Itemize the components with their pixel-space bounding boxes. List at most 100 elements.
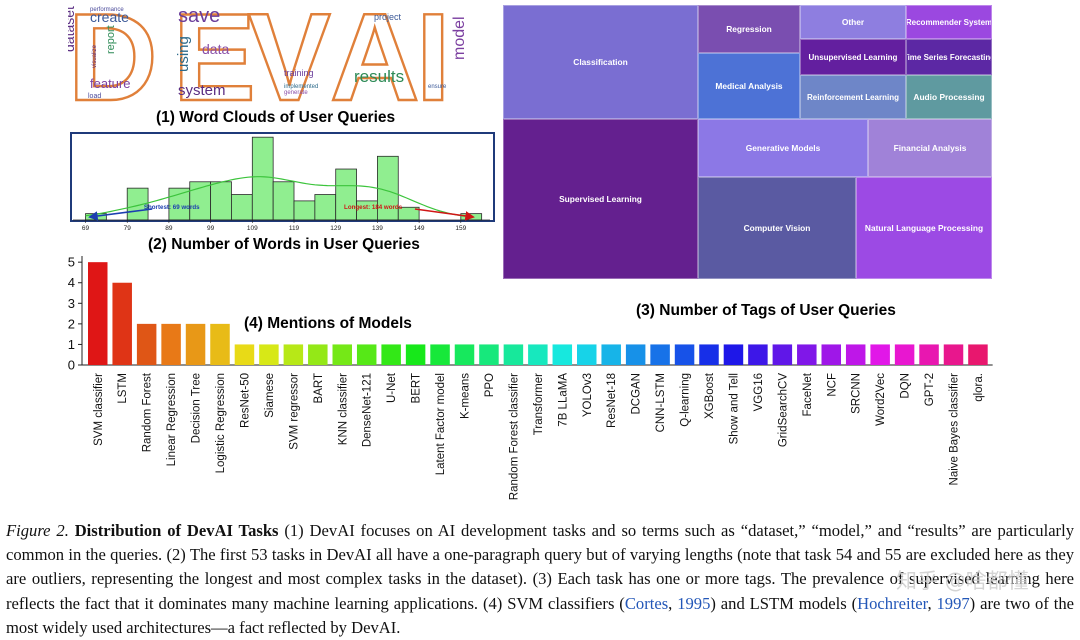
wordcloud-word-performance: performance <box>90 7 124 13</box>
model-tick-label: Logistic Regression <box>215 373 227 473</box>
model-bar-dcgan <box>625 344 646 365</box>
model-bar-naive-bayes-classifier <box>943 344 964 365</box>
wordcloud-word-results: results <box>354 67 404 86</box>
histogram-tick-label: 79 <box>124 225 132 232</box>
model-tick-label: DCGAN <box>631 373 643 415</box>
treemap-cell-financial-analysis: Financial Analysis <box>868 119 992 177</box>
model-tick-label: DQN <box>900 373 912 399</box>
histogram-bar <box>251 136 274 221</box>
model-tick-label: CNN-LSTM <box>655 373 667 432</box>
model-tick-label: GridSearchCV <box>777 373 789 447</box>
wordcloud-word-generate: generate <box>284 90 308 96</box>
model-bar-gridsearchcv <box>772 344 793 365</box>
histogram-tick-label: 89 <box>165 225 173 232</box>
citation-cortes-name[interactable]: Cortes <box>624 593 669 613</box>
panel4-title: (4) Mentions of Models <box>244 315 412 332</box>
caption-text-b: ) and LSTM models ( <box>710 593 858 613</box>
wordcloud-word-data: data <box>202 41 229 57</box>
treemap-cell-label: Unsupervised Learning <box>808 52 898 62</box>
panel2-title: (2) Number of Words in User Queries <box>148 236 420 253</box>
model-tick-label: DenseNet-121 <box>362 373 374 447</box>
model-bar-q-learning <box>674 344 695 365</box>
treemap-cell-recommender-system: Recommender System <box>906 5 992 39</box>
treemap-cell-label: Medical Analysis <box>715 81 783 91</box>
histogram-tick-label: 69 <box>82 225 90 232</box>
figure-caption: Figure 2. Distribution of DevAI Tasks (1… <box>6 521 1075 637</box>
model-tick-label: 7B LLaMA <box>557 373 569 427</box>
model-tick-label: Decision Tree <box>191 373 203 443</box>
treemap-cell-audio-processing: Audio Processing <box>906 75 992 119</box>
caption-text-c: ) are two of the most widely used archit… <box>6 593 1075 637</box>
histogram-tick-label: 119 <box>289 225 300 232</box>
model-tick-label: SRCNN <box>851 373 863 414</box>
treemap-cell-label: Classification <box>573 57 628 67</box>
model-bar-ncf <box>821 344 841 365</box>
model-tick-label: BART <box>313 373 325 403</box>
treemap-chart: Classification Regression Other Recommender… <box>503 5 992 279</box>
wordcloud-word-model: model <box>451 16 468 60</box>
model-bar-xgboost <box>699 344 719 365</box>
citation-hochreiter-year[interactable]: 1997 <box>936 593 970 613</box>
wordcloud-word-create: create <box>90 9 129 25</box>
histogram-bar <box>210 181 232 221</box>
model-tick-label: Q-learning <box>680 373 692 427</box>
histogram-bar <box>314 194 337 221</box>
wordcloud-word-project: project <box>374 12 402 22</box>
shortest-arrow <box>88 208 153 221</box>
treemap-cell-other: Other <box>800 5 906 39</box>
model-tick-label: Word2Vec <box>875 373 887 426</box>
treemap-cell-label: Recommender System <box>906 17 992 27</box>
histogram-bar <box>231 194 253 221</box>
model-tick-label: XGBoost <box>704 372 716 419</box>
wordcloud-letter: D <box>68 2 158 104</box>
histogram-tick-label: 159 <box>455 225 466 232</box>
histogram-kde-curve <box>85 176 474 218</box>
wordcloud-word-training: training <box>284 68 314 78</box>
caption-title: Distribution of DevAI Tasks <box>74 521 279 540</box>
model-mentions-chart: 0 1 2 3 4 5 SVM classifier LSTM Random Forest Lin… <box>68 255 993 500</box>
model-tick-label: BERT <box>411 373 423 403</box>
wordcloud-word-ensure: ensure <box>428 84 447 90</box>
models-y-tick-label: 1 <box>68 337 75 352</box>
models-y-tick-label: 4 <box>68 275 75 290</box>
wordcloud-letters: D EV AI <box>68 2 452 104</box>
histogram-bar <box>335 168 357 221</box>
treemap-cell-regression: Regression <box>698 5 800 53</box>
models-y-tick-label: 0 <box>68 358 75 373</box>
treemap-cell-label: Other <box>841 17 865 27</box>
treemap-cell-label: Regression <box>726 24 772 34</box>
treemap-cell-time-series-forecasting: Time Series Forecasting <box>906 39 992 75</box>
model-bar-vgg16 <box>748 344 768 365</box>
shortest-annotation: Shortest: 69 words <box>144 204 200 211</box>
wordcloud-word-system: system <box>178 82 226 99</box>
treemap-cell-label: Audio Processing <box>913 92 985 102</box>
wordcloud-word-using: using <box>175 36 192 72</box>
citation-cortes-year[interactable]: 1995 <box>677 593 711 613</box>
model-bar-latent-factor-model <box>430 344 450 365</box>
model-bar-bart <box>308 344 328 365</box>
model-bar-k-means <box>454 344 475 365</box>
model-tick-label: Naive Bayes classifier <box>949 373 961 486</box>
citation-hochreiter-name[interactable]: Hochreiter <box>857 593 928 613</box>
model-bar-ppo <box>479 344 499 365</box>
treemap-cell-computer-vision: Computer Vision <box>698 177 856 279</box>
models-y-tick-label: 5 <box>68 255 75 270</box>
histogram-bar <box>272 181 295 221</box>
model-bar-transformer <box>528 344 548 365</box>
histogram-chart: 69 79 89 99 109 119 129 139 149 159 Shortest: 69 w… <box>70 132 495 232</box>
treemap-cell-natural-language-processing: Natural Language Processing <box>856 177 992 279</box>
model-tick-label: KNN classifier <box>337 373 349 445</box>
wordcloud-letter: V <box>248 2 331 104</box>
watermark: 知乎 @啥都懂 <box>896 569 1029 593</box>
caption-text-a: (1) DevAI focuses on AI development task… <box>6 521 1074 613</box>
longest-arrow <box>414 208 475 221</box>
model-bar-densenet-121 <box>356 344 377 365</box>
histogram-tick-label: 109 <box>247 225 258 232</box>
histogram-tick-label: 139 <box>372 225 383 232</box>
treemap-cell-label: Supervised Learning <box>559 194 642 204</box>
wordcloud-word-visualize: visualize <box>92 44 98 68</box>
model-bar-random-forest-classifier <box>503 344 524 365</box>
treemap-cell-label: Computer Vision <box>743 223 811 233</box>
model-bar-resnet-50 <box>234 344 255 365</box>
